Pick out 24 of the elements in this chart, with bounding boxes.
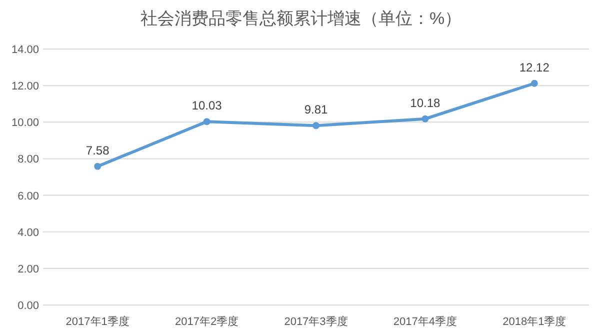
data-label: 12.12 [519, 60, 550, 74]
y-tick-label: 2.00 [18, 263, 39, 276]
data-label: 9.81 [304, 102, 328, 117]
y-tick-label: 12.00 [11, 80, 39, 93]
x-tick-label: 2017年2季度 [175, 315, 239, 328]
y-tick-label: 8.00 [18, 154, 39, 166]
point [203, 118, 210, 126]
x-tick-label: 2017年4季度 [393, 315, 457, 328]
x-tick-label: 2017年3季度 [284, 315, 348, 328]
data-label: 10.03 [192, 98, 222, 113]
y-tick-label: 0.00 [18, 300, 39, 312]
point [422, 115, 429, 122]
data-label: 7.58 [86, 143, 110, 158]
point [312, 122, 320, 130]
y-tick-label: 6.00 [18, 190, 39, 202]
y-tick-label: 14.00 [11, 44, 39, 56]
x-tick-label: 2017年1季度 [66, 315, 130, 328]
x-tick-label: 2018年1季度 [502, 315, 566, 328]
y-tick-label: 4.00 [18, 226, 39, 239]
chart-title: 社会消费品零售总额累计增速（单位：%） [140, 9, 462, 28]
data-label: 10.18 [410, 96, 441, 110]
point [530, 80, 538, 87]
point [94, 162, 102, 170]
y-tick-label: 10.00 [11, 117, 39, 130]
